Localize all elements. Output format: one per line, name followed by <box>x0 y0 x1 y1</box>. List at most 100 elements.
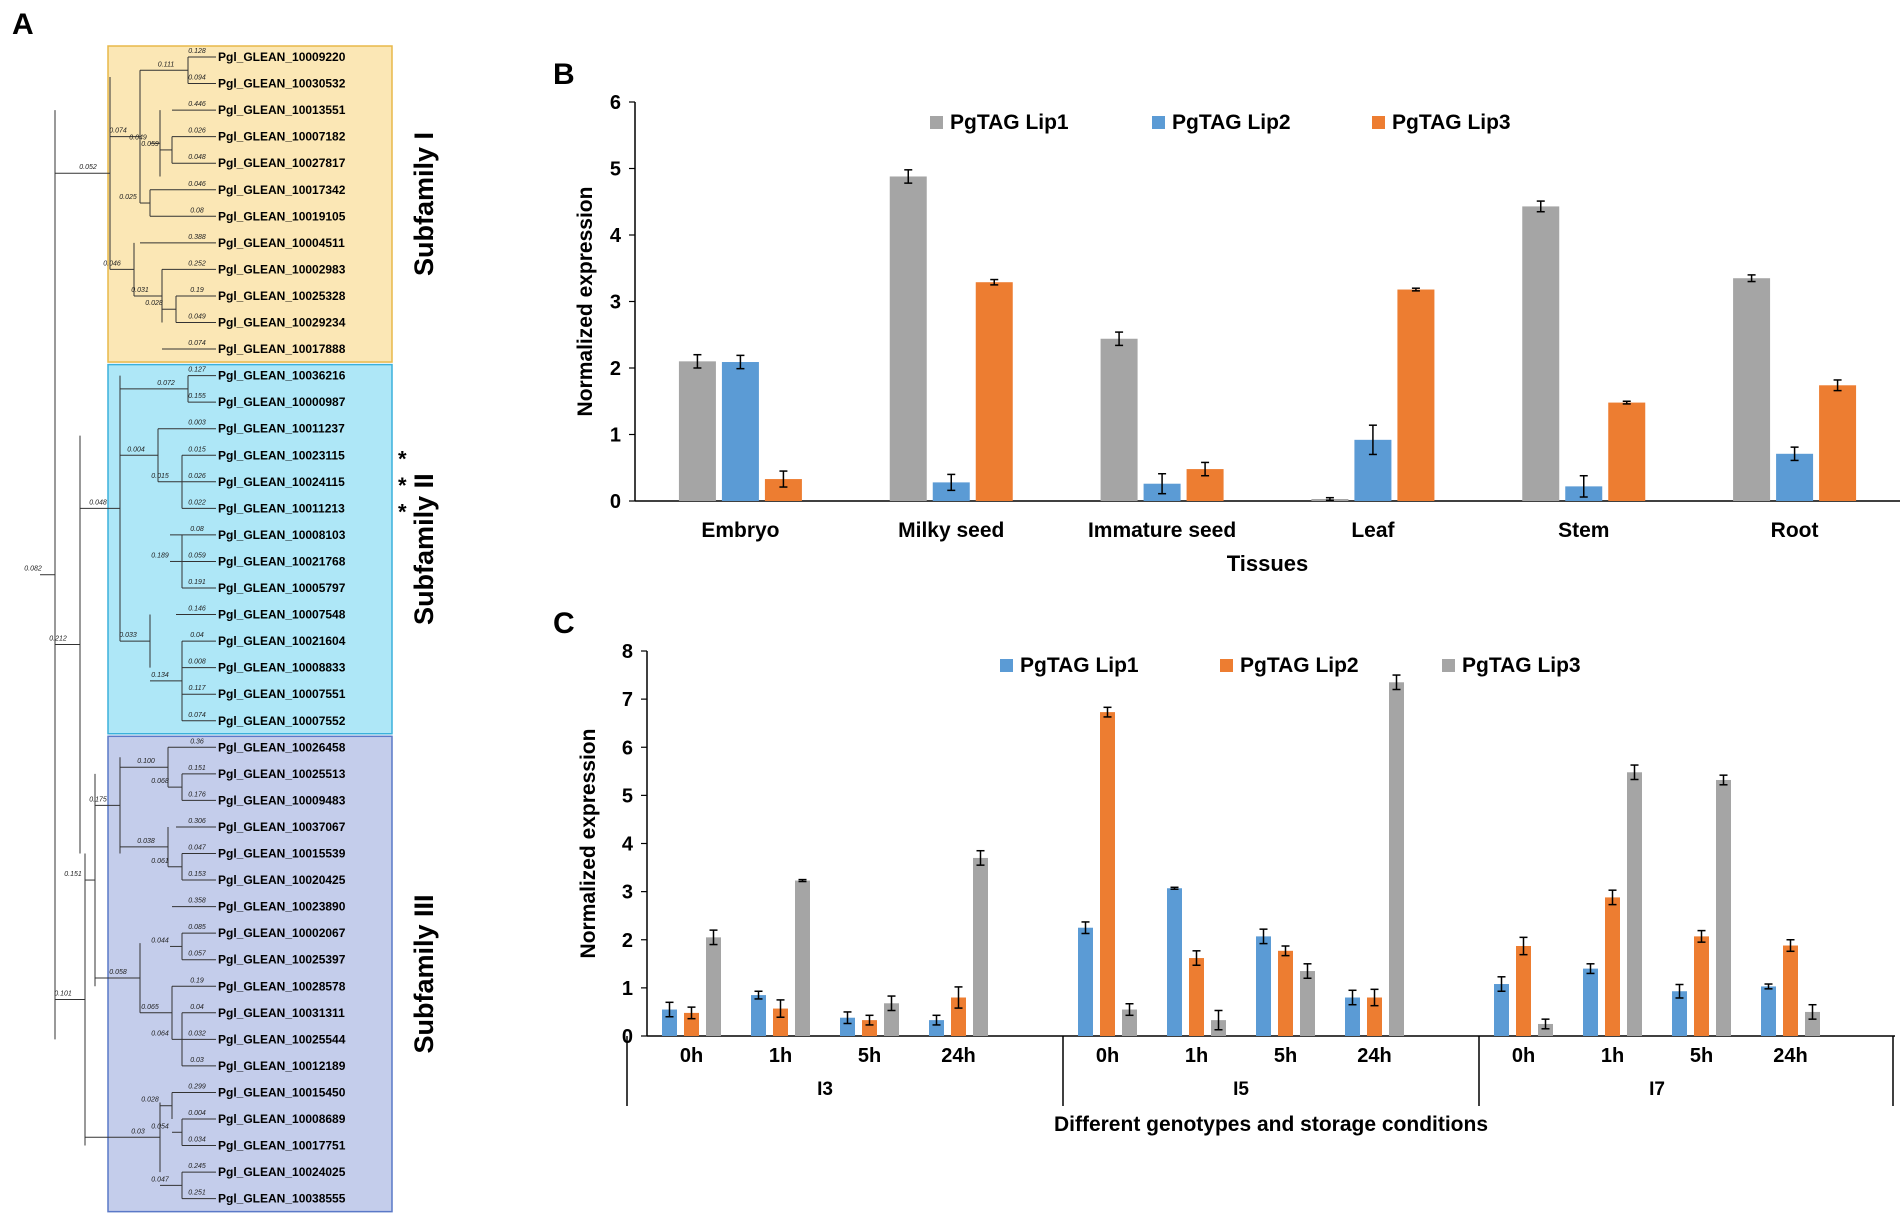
subfamily-box <box>107 735 393 1213</box>
tree-leaf-label: Pgl_GLEAN_10004511 <box>218 236 345 250</box>
branch-length-label: 0.111 <box>158 61 175 68</box>
star-marker: * <box>398 499 407 524</box>
branch-length-label: 0.101 <box>54 991 72 998</box>
x-tick-label: 5h <box>1274 1045 1297 1067</box>
bar <box>795 880 810 1036</box>
legend-label: PgTAG Lip1 <box>950 111 1069 134</box>
branch-length-label: 0.212 <box>49 636 67 643</box>
bar <box>1776 453 1814 501</box>
branch-length-label: 0.068 <box>151 778 169 785</box>
y-tick-label: 6 <box>622 737 633 759</box>
legend-label: PgTAG Lip3 <box>1392 111 1511 134</box>
group-label: I3 <box>817 1079 833 1100</box>
tree-leaf-label: Pgl_GLEAN_10026458 <box>218 740 346 754</box>
tree-leaf-label: Pgl_GLEAN_10021768 <box>218 554 346 568</box>
tree-leaf-label: Pgl_GLEAN_10031311 <box>218 1006 345 1020</box>
branch-length-label: 0.048 <box>89 499 107 506</box>
branch-length-label: 0.08 <box>190 526 204 533</box>
x-tick-label: 0h <box>1096 1045 1119 1067</box>
branch-length-label: 0.074 <box>188 340 206 347</box>
branch-length-label: 0.36 <box>190 738 204 745</box>
bar <box>1078 927 1093 1036</box>
branch-length-label: 0.034 <box>188 1137 206 1144</box>
y-tick-label: 2 <box>610 358 621 380</box>
x-axis-label: Tissues <box>1227 551 1309 576</box>
tree-leaf-label: Pgl_GLEAN_10024115 <box>218 475 345 489</box>
bar <box>1783 945 1798 1036</box>
panel-label-b: B <box>553 58 575 91</box>
y-tick-label: 1 <box>610 425 621 447</box>
branch-length-label: 0.044 <box>151 937 169 944</box>
branch-length-label: 0.04 <box>190 1004 204 1011</box>
bar <box>1100 338 1138 501</box>
bar <box>1345 997 1360 1036</box>
bar <box>1694 936 1709 1036</box>
branch-length-label: 0.049 <box>188 314 206 321</box>
legend-label: PgTAG Lip2 <box>1240 654 1359 677</box>
tree-leaf-label: Pgl_GLEAN_10025544 <box>218 1032 346 1046</box>
y-tick-label: 1 <box>622 978 633 1000</box>
branch-length-label: 0.003 <box>188 420 206 427</box>
branch-length-label: 0.054 <box>151 1123 169 1130</box>
tree-leaf-label: Pgl_GLEAN_10017342 <box>218 183 346 197</box>
x-tick-label: 24h <box>941 1045 975 1067</box>
x-tick-label: 24h <box>1773 1045 1807 1067</box>
branch-length-label: 0.052 <box>79 164 97 171</box>
y-tick-label: 5 <box>610 159 621 181</box>
tree-leaf-label: Pgl_GLEAN_10011213 <box>218 501 345 515</box>
branch-length-label: 0.047 <box>151 1176 170 1183</box>
tree-leaf-label: Pgl_GLEAN_10024025 <box>218 1165 346 1179</box>
tree-leaf-label: Pgl_GLEAN_10020425 <box>218 873 346 887</box>
branch-length-label: 0.306 <box>188 818 206 825</box>
branch-length-label: 0.085 <box>188 924 206 931</box>
subfamily-label: Subfamily II <box>409 473 439 625</box>
y-tick-label: 8 <box>622 641 633 663</box>
branch-length-label: 0.048 <box>188 154 206 161</box>
tree-leaf-label: Pgl_GLEAN_10023890 <box>218 900 346 914</box>
bar <box>1278 950 1293 1036</box>
branch-length-label: 0.100 <box>137 758 155 765</box>
legend-label: PgTAG Lip3 <box>1462 654 1581 677</box>
tree-leaf-label: Pgl_GLEAN_10013551 <box>218 103 346 117</box>
tree-leaf-label: Pgl_GLEAN_10008833 <box>218 661 346 675</box>
branch-length-label: 0.155 <box>188 393 206 400</box>
bar <box>932 482 970 501</box>
bar <box>1583 968 1598 1036</box>
branch-length-label: 0.008 <box>188 659 206 666</box>
bar <box>1608 402 1646 501</box>
x-tick-label: Immature seed <box>1088 519 1236 542</box>
tree-leaf-label: Pgl_GLEAN_10025328 <box>218 289 346 303</box>
tree-leaf-label: Pgl_GLEAN_10007548 <box>218 608 346 622</box>
tree-leaf-label: Pgl_GLEAN_10019105 <box>218 209 346 223</box>
bar <box>1522 206 1560 501</box>
branch-length-label: 0.074 <box>188 712 206 719</box>
x-axis-label: Different genotypes and storage conditio… <box>1054 1113 1488 1136</box>
branch-length-label: 0.252 <box>188 260 206 267</box>
y-tick-label: 2 <box>622 930 633 952</box>
bar <box>721 362 759 501</box>
branch-length-label: 0.047 <box>188 845 207 852</box>
branch-length-label: 0.153 <box>188 871 206 878</box>
tree-leaf-label: Pgl_GLEAN_10036216 <box>218 369 346 383</box>
branch-length-label: 0.028 <box>145 300 163 307</box>
branch-length-label: 0.026 <box>188 473 206 480</box>
tree-leaf-label: Pgl_GLEAN_10007551 <box>218 687 346 701</box>
bar <box>1605 897 1620 1036</box>
branch-length-label: 0.064 <box>151 1030 169 1037</box>
x-tick-label: 1h <box>1601 1045 1624 1067</box>
bar <box>951 997 966 1036</box>
tree-leaf-label: Pgl_GLEAN_10009483 <box>218 793 346 807</box>
panel-label-a: A <box>12 8 34 41</box>
branch-length-label: 0.08 <box>190 207 204 214</box>
branch-length-label: 0.19 <box>190 977 204 984</box>
branch-length-label: 0.446 <box>188 101 206 108</box>
y-axis-label: Normalized expression <box>574 187 597 417</box>
subfamily-label: Subfamily I <box>409 132 439 276</box>
branch-length-label: 0.189 <box>151 552 169 559</box>
subfamily-label: Subfamily III <box>409 894 439 1053</box>
tree-leaf-label: Pgl_GLEAN_10007552 <box>218 714 346 728</box>
legend-label: PgTAG Lip2 <box>1172 111 1291 134</box>
subfamily-box <box>107 363 393 735</box>
tree-leaf-label: Pgl_GLEAN_10025513 <box>218 767 346 781</box>
branch-length-label: 0.046 <box>188 181 206 188</box>
